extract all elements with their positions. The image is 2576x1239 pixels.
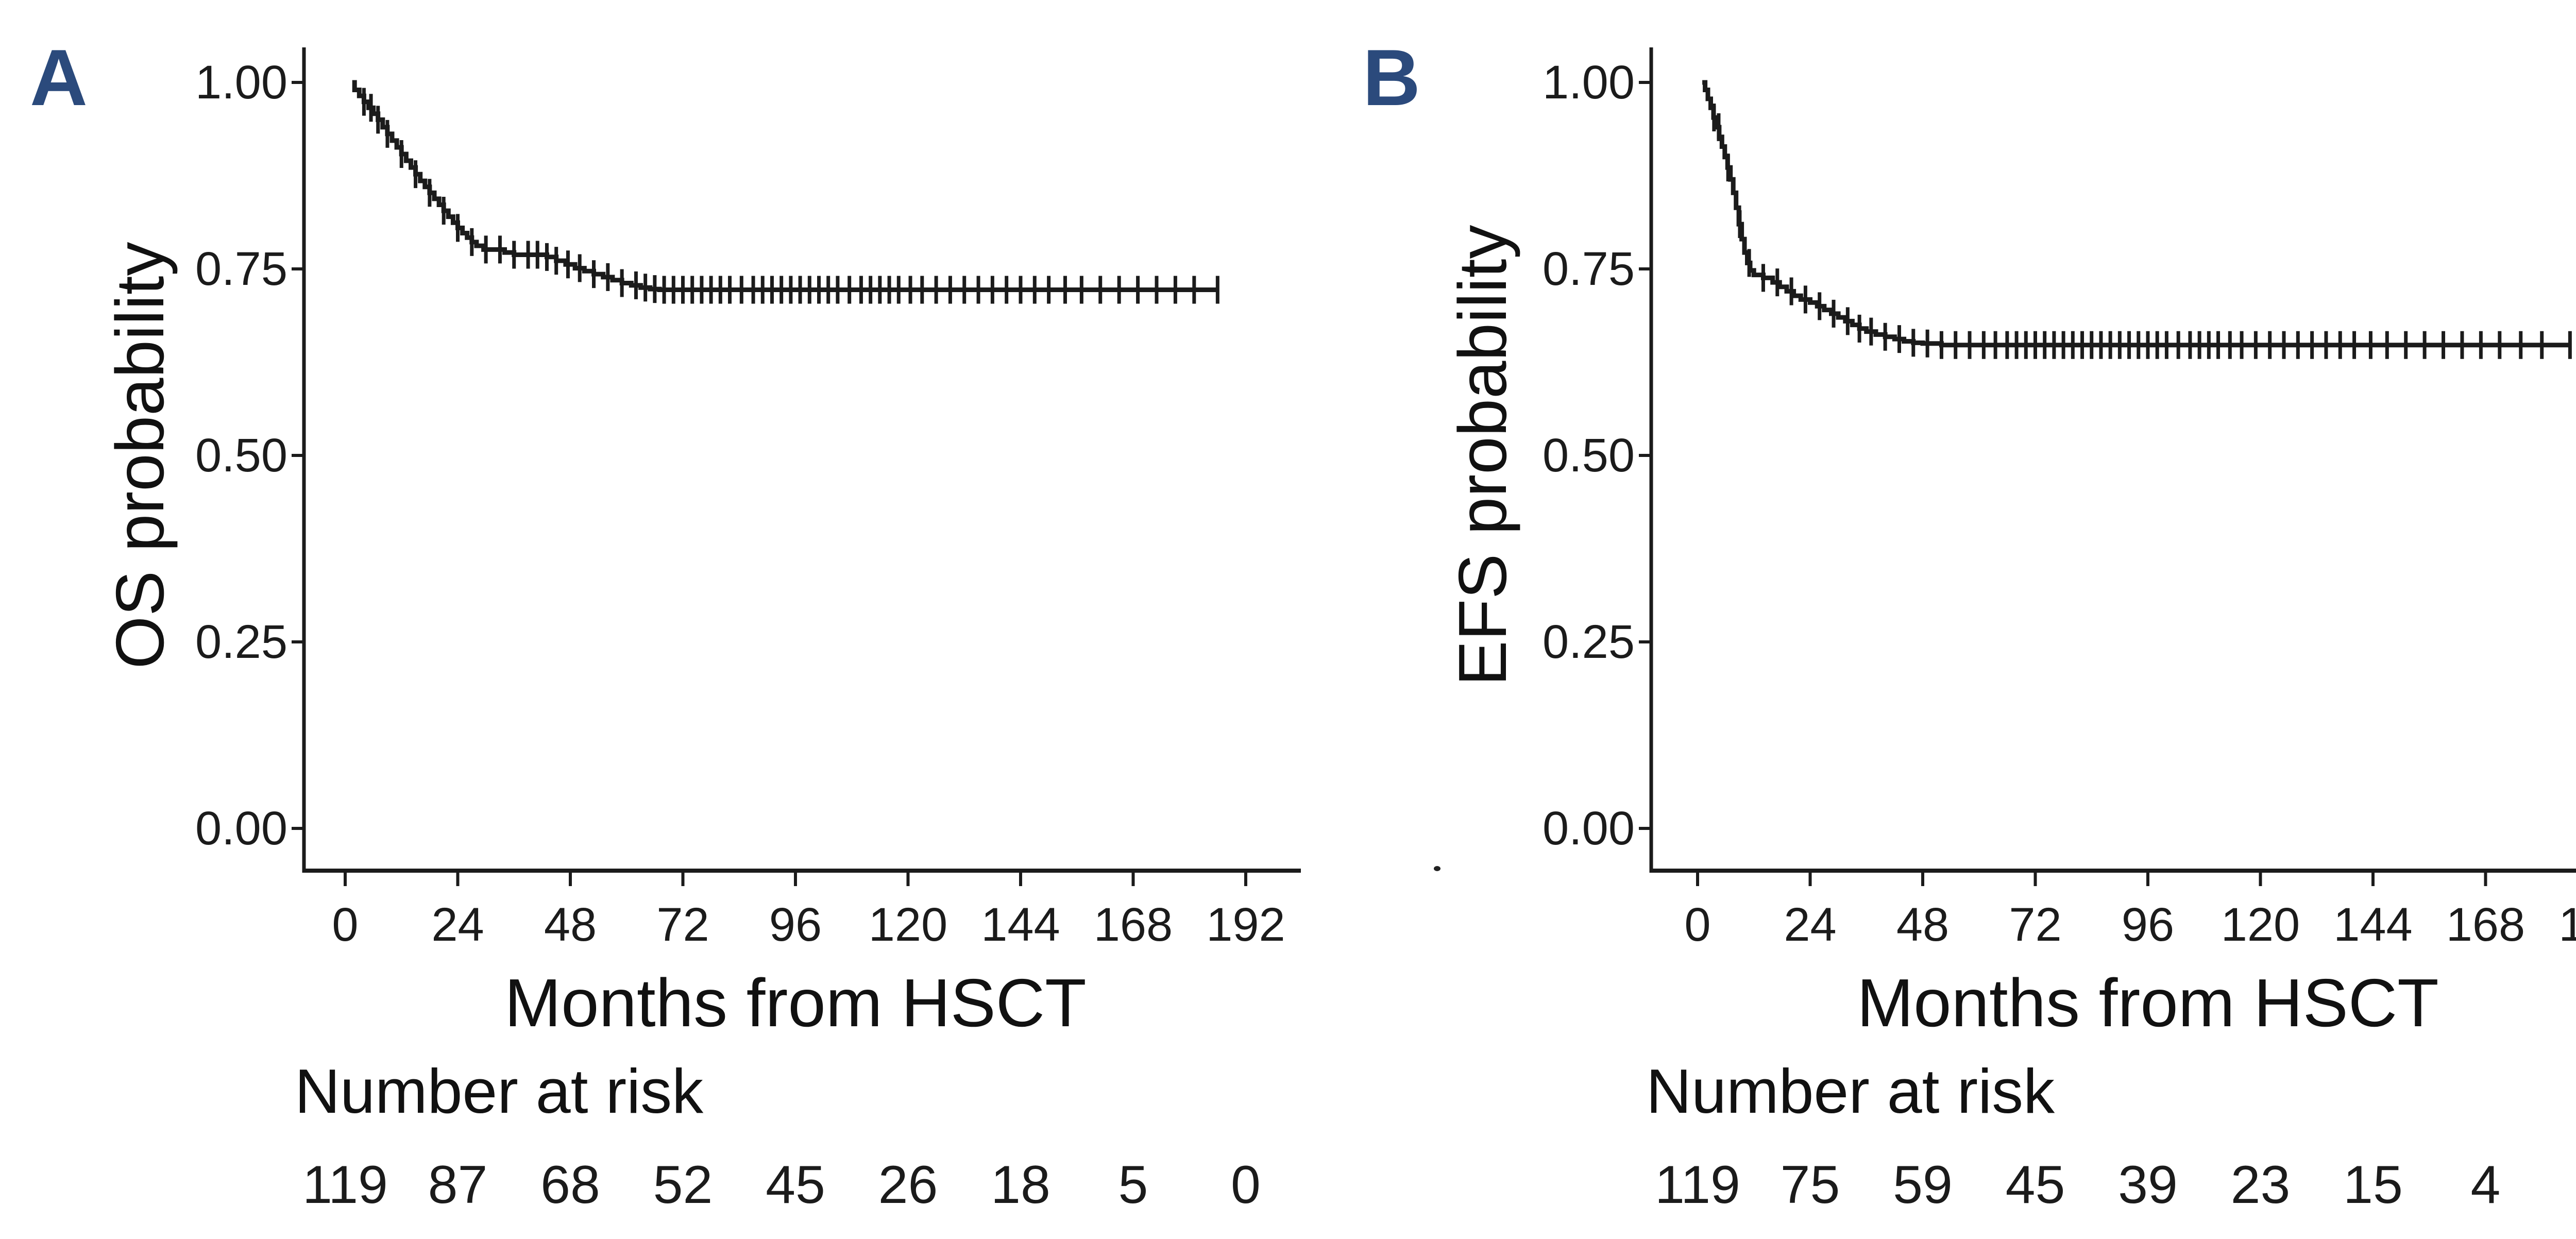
- panel-letter-a: A: [30, 33, 88, 122]
- x-tick-label: 144: [981, 898, 1060, 951]
- risk-count: 23: [2230, 1155, 2291, 1215]
- x-axis-title-b: Months from HSCT: [1857, 965, 2439, 1041]
- risk-count: 59: [1893, 1155, 1953, 1215]
- x-axis-title-a: Months from HSCT: [504, 965, 1087, 1041]
- risk-count: 0: [2531, 1153, 2576, 1217]
- x-tick-label: 72: [2009, 898, 2062, 951]
- risk-count: 26: [878, 1155, 938, 1215]
- risk-count: 5: [1118, 1155, 1148, 1215]
- x-tick-label: 168: [2446, 898, 2526, 951]
- risk-count: 45: [766, 1155, 825, 1215]
- x-tick-label: 48: [544, 898, 597, 951]
- risk-count: 18: [991, 1155, 1050, 1215]
- x-tick-label: 192: [1206, 898, 1285, 951]
- os-curve: [352, 80, 1218, 292]
- risk-count: 68: [540, 1155, 600, 1215]
- risk-count: 45: [2005, 1155, 2065, 1215]
- y-tick-label: 1.00: [1542, 56, 1635, 109]
- x-tick-label: 72: [656, 898, 709, 951]
- risk-count: 119: [302, 1155, 388, 1215]
- panel-letter-b: B: [1363, 33, 1420, 122]
- risk-count: 75: [1780, 1155, 1840, 1215]
- risk-count: 119: [1655, 1155, 1740, 1215]
- x-tick-label: 96: [769, 898, 822, 951]
- y-tick-label: 0.25: [1542, 616, 1635, 668]
- y-tick-label: 0.50: [1542, 429, 1635, 482]
- y-tick-label: 0.00: [195, 802, 287, 855]
- x-tick-label: 120: [868, 898, 948, 951]
- x-tick-label: 96: [2121, 898, 2175, 951]
- stray-ink-dot: [1434, 866, 1440, 871]
- number-at-risk-title-a: Number at risk: [295, 1056, 704, 1126]
- x-tick-label: 0: [1684, 898, 1711, 951]
- y-tick-label: 0.25: [195, 616, 287, 668]
- risk-count: 52: [653, 1155, 713, 1215]
- x-tick-label: 192: [2558, 898, 2576, 951]
- risk-count: 87: [428, 1155, 488, 1215]
- x-tick-label: 24: [1784, 898, 1837, 951]
- risk-count: 4: [2470, 1155, 2501, 1215]
- x-tick-label: 24: [431, 898, 484, 951]
- x-tick-label: 48: [1896, 898, 1950, 951]
- risk-count: 15: [2343, 1155, 2403, 1215]
- x-tick-label: 120: [2221, 898, 2300, 951]
- y-tick-label: 0.00: [1542, 802, 1635, 855]
- risk-count: 0: [1231, 1155, 1261, 1215]
- x-tick-label: 168: [1093, 898, 1173, 951]
- x-tick-label: 0: [332, 898, 359, 951]
- number-at-risk-title-b: Number at risk: [1646, 1056, 2055, 1126]
- risk-count: 39: [2118, 1155, 2178, 1215]
- x-tick-label: 144: [2333, 898, 2413, 951]
- y-tick-label: 0.75: [1542, 243, 1635, 295]
- y-tick-label: 1.00: [195, 56, 287, 109]
- y-tick-label: 0.75: [195, 243, 287, 295]
- y-tick-label: 0.50: [195, 429, 287, 482]
